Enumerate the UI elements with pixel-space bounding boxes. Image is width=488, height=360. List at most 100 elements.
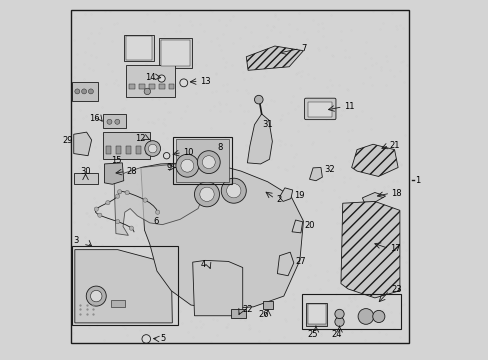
Text: 3: 3 bbox=[73, 235, 78, 244]
Polygon shape bbox=[247, 114, 272, 164]
Bar bbox=[72, 246, 177, 325]
Polygon shape bbox=[362, 193, 385, 202]
Circle shape bbox=[86, 286, 106, 306]
Bar bbox=[102, 132, 149, 159]
Text: 15: 15 bbox=[110, 156, 121, 165]
Circle shape bbox=[334, 309, 344, 319]
Polygon shape bbox=[192, 260, 242, 316]
Polygon shape bbox=[309, 167, 322, 181]
Circle shape bbox=[202, 156, 215, 168]
Text: 12: 12 bbox=[135, 134, 145, 143]
Bar bbox=[125, 36, 152, 60]
Polygon shape bbox=[74, 132, 91, 156]
FancyBboxPatch shape bbox=[304, 98, 335, 120]
Bar bbox=[102, 114, 125, 128]
Circle shape bbox=[144, 141, 160, 157]
Text: 22: 22 bbox=[242, 305, 252, 314]
Text: 7: 7 bbox=[301, 44, 306, 53]
Bar bbox=[139, 84, 145, 89]
Text: 23: 23 bbox=[390, 285, 401, 294]
Circle shape bbox=[81, 89, 86, 94]
Circle shape bbox=[105, 201, 110, 205]
Circle shape bbox=[117, 190, 122, 194]
Text: 16: 16 bbox=[89, 114, 99, 123]
Text: 19: 19 bbox=[294, 190, 305, 199]
Bar bbox=[129, 84, 135, 89]
Circle shape bbox=[129, 226, 133, 230]
Circle shape bbox=[163, 153, 169, 159]
Bar bbox=[72, 82, 98, 102]
Bar bbox=[159, 84, 164, 89]
Text: 17: 17 bbox=[389, 244, 400, 253]
Circle shape bbox=[143, 198, 147, 202]
Polygon shape bbox=[75, 249, 172, 323]
Circle shape bbox=[221, 178, 246, 203]
Circle shape bbox=[194, 182, 219, 207]
Bar bbox=[263, 301, 272, 309]
Bar bbox=[159, 38, 191, 68]
Circle shape bbox=[115, 220, 120, 224]
Bar bbox=[307, 304, 325, 324]
Bar bbox=[305, 302, 326, 326]
Polygon shape bbox=[340, 202, 399, 298]
Text: 29: 29 bbox=[62, 136, 73, 145]
Text: 25: 25 bbox=[307, 330, 318, 339]
Circle shape bbox=[155, 210, 160, 214]
Bar bbox=[146, 147, 151, 154]
Text: 28: 28 bbox=[126, 167, 137, 176]
Text: 20: 20 bbox=[304, 221, 314, 230]
Text: 30: 30 bbox=[80, 167, 91, 176]
Circle shape bbox=[115, 119, 120, 124]
Circle shape bbox=[181, 159, 193, 172]
Circle shape bbox=[148, 144, 157, 153]
Circle shape bbox=[107, 119, 112, 124]
Text: 11: 11 bbox=[343, 102, 354, 111]
Circle shape bbox=[90, 291, 102, 302]
Text: 24: 24 bbox=[331, 330, 341, 339]
Bar bbox=[126, 147, 131, 154]
Text: 10: 10 bbox=[183, 148, 193, 157]
Text: 31: 31 bbox=[262, 120, 272, 129]
Polygon shape bbox=[104, 163, 123, 184]
Polygon shape bbox=[291, 220, 302, 233]
Polygon shape bbox=[351, 144, 397, 176]
Polygon shape bbox=[279, 188, 292, 202]
Circle shape bbox=[357, 309, 373, 324]
Circle shape bbox=[98, 213, 102, 217]
Bar bbox=[168, 84, 174, 89]
Bar bbox=[110, 300, 124, 307]
Polygon shape bbox=[114, 164, 205, 235]
Circle shape bbox=[142, 335, 150, 343]
Bar bbox=[116, 147, 121, 154]
Text: 1: 1 bbox=[414, 176, 420, 185]
Text: 32: 32 bbox=[323, 166, 334, 175]
Circle shape bbox=[125, 190, 129, 195]
Circle shape bbox=[254, 95, 263, 104]
Text: 18: 18 bbox=[390, 189, 401, 198]
Bar bbox=[149, 84, 155, 89]
Circle shape bbox=[94, 207, 98, 211]
Bar bbox=[307, 102, 332, 117]
Circle shape bbox=[197, 151, 220, 174]
Bar bbox=[125, 65, 175, 97]
Text: 13: 13 bbox=[200, 77, 210, 86]
Circle shape bbox=[200, 187, 214, 202]
Circle shape bbox=[226, 184, 241, 198]
Polygon shape bbox=[277, 252, 293, 276]
Text: 14: 14 bbox=[145, 73, 156, 82]
Text: 9: 9 bbox=[166, 163, 171, 172]
Circle shape bbox=[144, 88, 150, 95]
Bar bbox=[123, 35, 154, 62]
Bar bbox=[302, 294, 400, 329]
Bar bbox=[173, 137, 231, 184]
Circle shape bbox=[115, 194, 120, 198]
Circle shape bbox=[158, 75, 165, 82]
Polygon shape bbox=[175, 139, 229, 182]
Text: 4: 4 bbox=[200, 260, 205, 269]
Circle shape bbox=[88, 89, 93, 94]
Circle shape bbox=[75, 89, 80, 94]
Text: 8: 8 bbox=[217, 143, 223, 152]
Bar bbox=[74, 173, 98, 184]
Text: 6: 6 bbox=[153, 217, 159, 226]
Circle shape bbox=[176, 154, 198, 177]
